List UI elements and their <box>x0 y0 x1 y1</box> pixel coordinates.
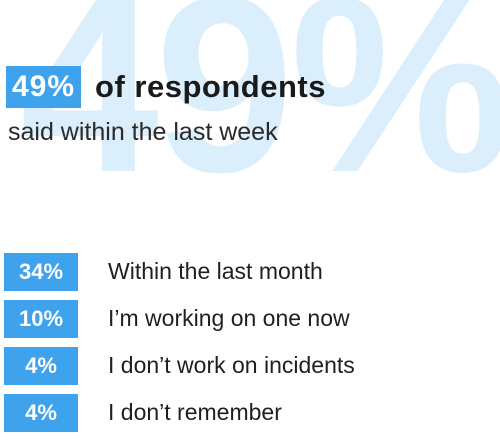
response-label: I’m working on one now <box>108 305 350 331</box>
response-label: I don’t work on incidents <box>108 352 355 378</box>
headline-value-badge: 49% <box>6 66 82 108</box>
response-row: 34% Within the last month <box>4 248 355 295</box>
subtitle: said within the last week <box>8 118 278 146</box>
response-row: 4% I don’t remember <box>4 389 355 436</box>
response-row: 4% I don’t work on incidents <box>4 342 355 389</box>
response-row: 10% I’m working on one now <box>4 295 355 342</box>
response-label: I don’t remember <box>108 399 282 425</box>
response-value-badge: 10% <box>4 299 78 338</box>
headline-text: of respondents <box>95 69 326 104</box>
headline: 49% of respondents <box>6 66 326 108</box>
response-value-badge: 34% <box>4 252 78 291</box>
response-value-badge: 4% <box>4 393 78 432</box>
response-list: 34% Within the last month 10% I’m workin… <box>4 248 355 436</box>
response-value-badge: 4% <box>4 346 78 385</box>
response-label: Within the last month <box>108 258 323 284</box>
